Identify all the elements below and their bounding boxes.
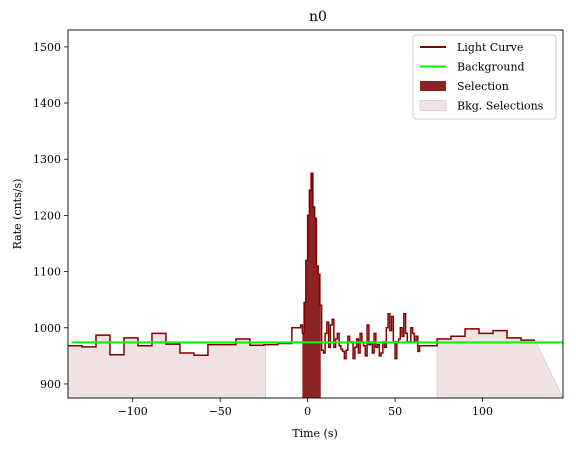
- legend: Light Curve Background Selection Bkg. Selec…: [412, 34, 557, 120]
- x-axis: −100 −50 0 50 100: [118, 398, 493, 418]
- bkg-selection-regions: [68, 328, 563, 398]
- legend-box: [412, 34, 557, 120]
- y-tick-label: 1400: [33, 97, 61, 110]
- chart-title: n0: [309, 9, 327, 25]
- y-tick-label: 1300: [33, 153, 61, 166]
- light-curve-series: [68, 172, 536, 360]
- y-tick-label: 1100: [33, 266, 61, 279]
- legend-swatch-3: [419, 100, 447, 111]
- legend-swatch-2: [420, 81, 446, 91]
- x-tick-label: −50: [209, 405, 232, 418]
- x-tick-label: 100: [472, 405, 493, 418]
- y-tick-label: 1000: [33, 322, 61, 335]
- y-tick-label: 1200: [33, 209, 61, 222]
- legend-label-0: Light Curve: [457, 41, 523, 54]
- light-curve-line: [68, 172, 536, 360]
- y-tick-label: 900: [40, 378, 61, 391]
- x-tick-label: −100: [118, 405, 148, 418]
- x-axis-title: Time (s): [292, 427, 338, 440]
- legend-label-2: Selection: [457, 80, 509, 93]
- y-tick-label: 1500: [33, 41, 61, 54]
- x-tick-label: 50: [388, 405, 402, 418]
- y-axis-title: Rate (cnts/s): [11, 179, 24, 250]
- plot-frame: [67, 29, 564, 399]
- bkg-selection-region-1: [436, 328, 563, 398]
- legend-label-3: Bkg. Selections: [457, 100, 544, 113]
- y-axis: 900 1000 1100 1200 1300 1400 1500: [33, 41, 68, 391]
- legend-label-1: Background: [457, 61, 525, 74]
- x-tick-label: 0: [304, 405, 311, 418]
